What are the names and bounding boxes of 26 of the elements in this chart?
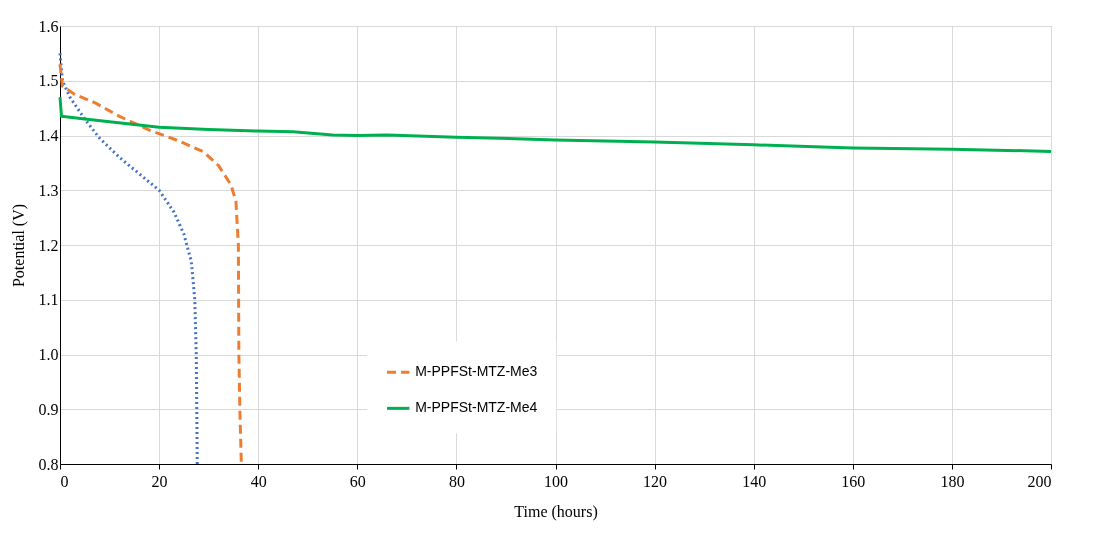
y-tick-label: 0.8 [38,455,59,473]
x-tick-label: 60 [349,472,366,490]
x-tick-label: 0 [60,472,69,490]
y-tick-label: 0.9 [38,400,59,418]
x-tick-label: 200 [1027,472,1052,490]
x-tick-label: 80 [448,472,465,490]
x-axis-title: Time (hours) [514,502,598,521]
x-tick-label: 180 [940,472,965,490]
line-series [58,95,1053,153]
y-tick-label: 1.5 [38,72,59,90]
x-tick-label: 160 [841,472,866,490]
x-tick-label: 120 [643,472,668,490]
y-tick-label: 1.1 [38,291,59,309]
y-tick-label: 1.3 [38,181,59,199]
x-tick-label: 140 [742,472,767,490]
legend-label: M-PPFSt-MTZ-Me4 [415,399,538,416]
y-tick-label: 1.2 [38,236,59,254]
legend-label: M-PPFSt-MTZ-Me3 [415,363,538,380]
x-tick-label: 100 [544,472,568,490]
line-series [58,51,199,466]
x-tick-label: 40 [250,472,267,490]
x-tick-label: 20 [151,472,168,490]
y-tick-label: 1.6 [38,17,59,35]
y-axis-title: Potential (V) [9,203,28,288]
y-tick-label: 1.4 [38,127,59,144]
y-tick-label: 1.0 [38,346,59,363]
